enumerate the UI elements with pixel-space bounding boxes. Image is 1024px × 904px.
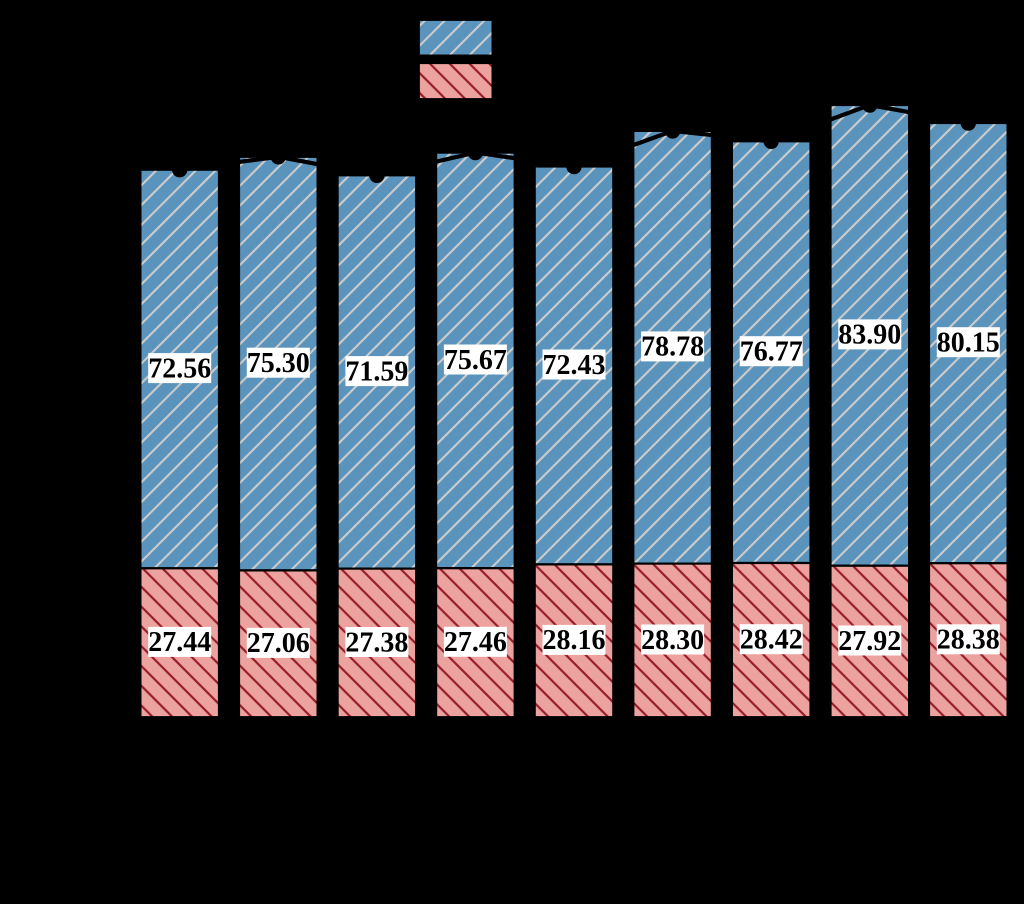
svg-text:27.06: 27.06 bbox=[247, 628, 310, 659]
svg-text:28.42: 28.42 bbox=[740, 625, 803, 656]
svg-text:28.38: 28.38 bbox=[937, 625, 1000, 656]
svg-text:71.59: 71.59 bbox=[345, 356, 408, 387]
svg-text:80.15: 80.15 bbox=[937, 328, 1000, 359]
svg-text:28.30: 28.30 bbox=[641, 625, 704, 656]
svg-text:72.56: 72.56 bbox=[148, 353, 211, 384]
svg-text:76.77: 76.77 bbox=[740, 337, 803, 368]
svg-text:72.43: 72.43 bbox=[543, 350, 606, 381]
svg-text:75.67: 75.67 bbox=[444, 345, 507, 376]
svg-text:27.38: 27.38 bbox=[345, 627, 408, 658]
svg-text:75.30: 75.30 bbox=[247, 348, 310, 379]
svg-text:27.46: 27.46 bbox=[444, 627, 507, 658]
svg-text:83.90: 83.90 bbox=[838, 320, 901, 351]
svg-text:78.78: 78.78 bbox=[641, 332, 704, 363]
svg-text:28.16: 28.16 bbox=[543, 625, 606, 656]
svg-text:27.44: 27.44 bbox=[148, 627, 211, 658]
svg-text:27.92: 27.92 bbox=[838, 626, 901, 657]
